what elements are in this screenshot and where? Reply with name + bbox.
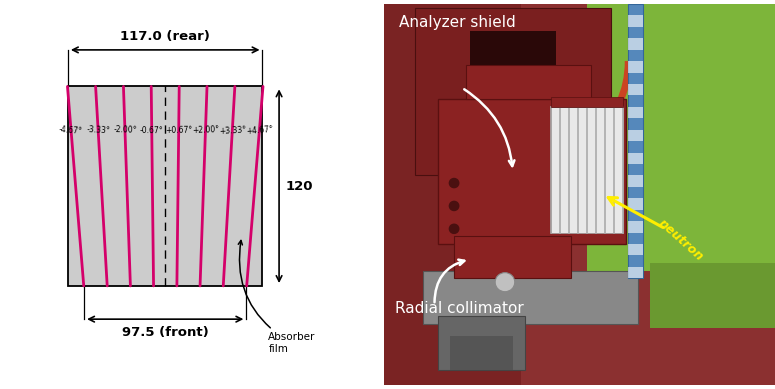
- Bar: [450, 336, 513, 370]
- Bar: [649, 263, 775, 328]
- Bar: [629, 4, 643, 279]
- Circle shape: [495, 273, 515, 292]
- Bar: [629, 15, 643, 27]
- Text: +0.67°: +0.67°: [165, 126, 192, 135]
- Bar: [587, 4, 775, 271]
- Bar: [629, 198, 643, 210]
- Bar: [384, 4, 521, 385]
- Text: 97.5 (front): 97.5 (front): [122, 326, 208, 339]
- Bar: [439, 317, 525, 370]
- Text: +4.67°: +4.67°: [246, 125, 274, 136]
- Bar: [629, 84, 643, 95]
- Bar: [629, 152, 643, 164]
- Bar: [68, 86, 263, 286]
- Text: 117.0 (rear): 117.0 (rear): [120, 30, 210, 43]
- Bar: [629, 175, 643, 187]
- Bar: [466, 65, 591, 99]
- Circle shape: [449, 224, 459, 233]
- Bar: [629, 38, 643, 50]
- Text: -0.67°: -0.67°: [140, 126, 164, 135]
- Bar: [439, 99, 626, 244]
- Circle shape: [449, 202, 459, 210]
- Text: -3.33°: -3.33°: [86, 125, 110, 135]
- Text: Absorber
film: Absorber film: [238, 240, 315, 354]
- Bar: [629, 61, 643, 72]
- Text: neutron: neutron: [656, 217, 706, 264]
- Text: Radial collimator: Radial collimator: [395, 301, 524, 316]
- Bar: [629, 244, 643, 256]
- Text: -2.00°: -2.00°: [113, 125, 137, 135]
- Bar: [629, 221, 643, 233]
- Text: Analyzer shield: Analyzer shield: [399, 15, 516, 30]
- Text: -4.67°: -4.67°: [59, 125, 83, 136]
- Bar: [454, 237, 571, 279]
- Bar: [423, 271, 638, 324]
- Bar: [551, 107, 622, 233]
- Bar: [551, 97, 622, 107]
- Text: 120: 120: [286, 180, 313, 193]
- Text: +2.00°: +2.00°: [191, 125, 219, 135]
- Bar: [415, 8, 611, 175]
- Bar: [629, 107, 643, 118]
- Bar: [629, 130, 643, 141]
- Text: +3.33°: +3.33°: [219, 125, 246, 136]
- Circle shape: [449, 179, 459, 187]
- Bar: [629, 267, 643, 279]
- Bar: [470, 31, 556, 88]
